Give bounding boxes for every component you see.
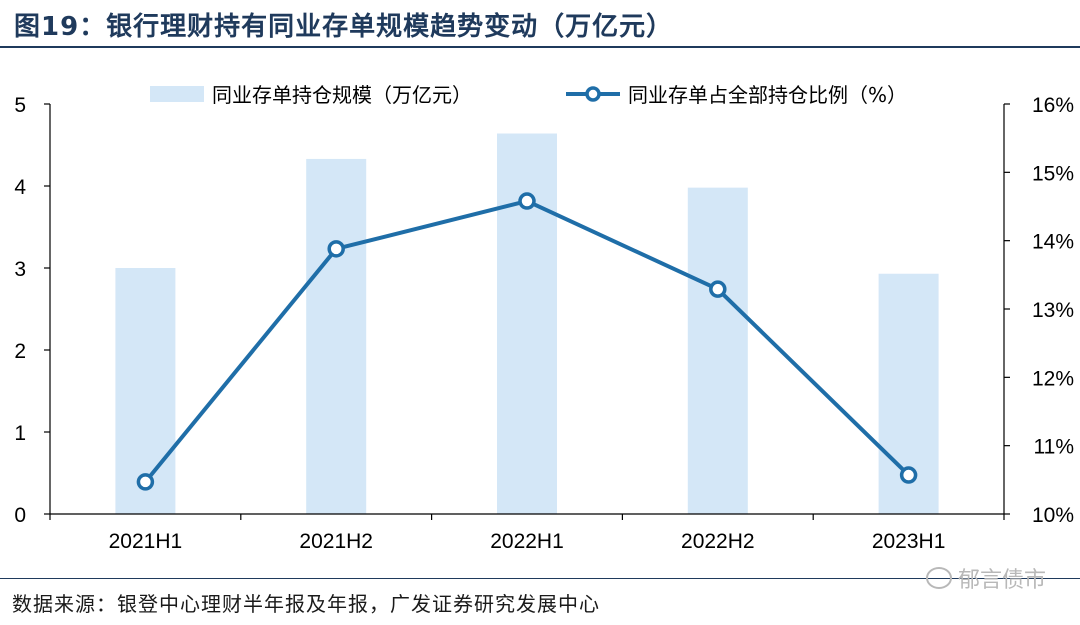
chart: 0 1 2 3 4 5 10% 11% 12% 13% 14% 15% 16% 2021H1 2021H2 2…: [14, 83, 1074, 553]
source-note: 数据来源：银登中心理财半年报及年报，广发证券研究发展中心: [12, 592, 600, 616]
ratio-point-2021H1: [136, 473, 155, 491]
right-tick-label: 10%: [1032, 504, 1074, 527]
watermark: 郁言债市: [925, 562, 1046, 594]
x-tick-label: 2021H1: [109, 530, 183, 553]
left-tick-label: 0: [14, 504, 26, 527]
legend-line-marker: [585, 86, 601, 102]
left-tick-label: 1: [14, 422, 26, 445]
bar-2021H1: [115, 268, 176, 514]
right-tick-label: 16%: [1032, 94, 1074, 117]
x-tick-label: 2023H1: [872, 530, 946, 553]
legend-line-label: 同业存单占全部持仓比例（%）: [628, 83, 907, 107]
ratio-point-2022H1: [518, 192, 536, 210]
x-tick-label: 2022H1: [490, 530, 564, 553]
ratio-point-2021H2: [327, 240, 345, 258]
ratio-point-2022H2: [709, 280, 727, 298]
left-tick-label: 5: [14, 94, 26, 117]
bar-2021H2: [306, 158, 367, 514]
right-tick-label: 15%: [1032, 162, 1074, 185]
left-tick-label: 3: [14, 258, 26, 281]
bar-2022H1: [497, 133, 557, 514]
ratio-point-2023H1: [899, 466, 918, 484]
title-divider: [0, 46, 1080, 48]
right-tick-label: 11%: [1034, 436, 1074, 459]
right-tick-label: 14%: [1032, 231, 1074, 254]
wechat-icon: [925, 567, 952, 589]
right-tick-label: 12%: [1032, 367, 1074, 390]
right-tick-label: 13%: [1032, 299, 1074, 322]
watermark-text: 郁言债市: [957, 568, 1046, 593]
legend-bar-label: 同业存单持仓规模（万亿元）: [212, 83, 472, 107]
x-tick-label: 2022H2: [681, 530, 755, 553]
bar-2022H2: [687, 187, 748, 514]
footer-divider: [0, 578, 1080, 579]
x-tick-label: 2021H2: [299, 530, 373, 553]
left-tick-label: 2: [14, 340, 26, 363]
left-tick-label: 4: [14, 176, 26, 199]
legend-bar-swatch: [150, 86, 204, 102]
chart-title: 图19：银行理财持有同业存单规模趋势变动（万亿元）: [14, 12, 674, 42]
